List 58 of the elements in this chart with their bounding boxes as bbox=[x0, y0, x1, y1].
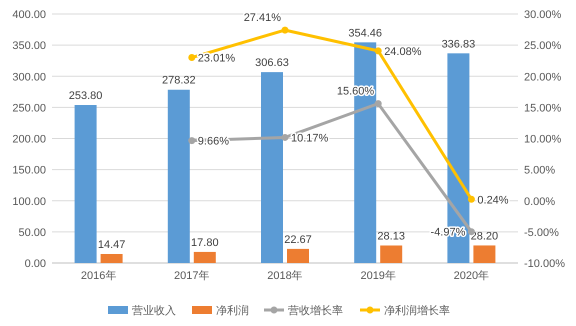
y2-tick-label: -5.00% bbox=[524, 226, 560, 239]
legend-label: 净利润 bbox=[216, 304, 249, 317]
legend-label: 净利润增长率 bbox=[384, 304, 450, 317]
y2-tick-label: 25.00% bbox=[524, 40, 562, 52]
point bbox=[468, 196, 475, 203]
y2-tick-label: 30.00% bbox=[524, 9, 562, 21]
data-label: 10.17% bbox=[291, 132, 329, 144]
y2-tick-label: 10.00% bbox=[524, 134, 562, 146]
point bbox=[188, 137, 196, 144]
bar bbox=[473, 245, 496, 263]
point bbox=[374, 47, 382, 54]
y-tick-label: 150.00 bbox=[12, 164, 46, 177]
bar bbox=[194, 252, 216, 263]
bar bbox=[261, 72, 283, 263]
y2-tick-label: -10.00% bbox=[524, 258, 566, 270]
data-label: 14.47 bbox=[98, 238, 126, 251]
data-label: 27.41% bbox=[244, 12, 282, 24]
point bbox=[374, 100, 382, 108]
y-tick-label: 250.00 bbox=[12, 102, 46, 114]
data-label: 336.83 bbox=[442, 38, 476, 50]
data-label: 23.01% bbox=[198, 52, 236, 65]
data-label: 253.80 bbox=[68, 90, 102, 102]
bar bbox=[74, 105, 97, 263]
bar bbox=[380, 245, 402, 263]
legend-label: 营收增长率 bbox=[288, 304, 343, 317]
x-tick-label: 2020年 bbox=[454, 270, 490, 282]
point bbox=[188, 54, 196, 62]
y2-tick-label: 0.00% bbox=[524, 196, 556, 208]
y-tick-label: 100.00 bbox=[12, 196, 46, 208]
x-tick-label: 2018年 bbox=[267, 270, 303, 282]
legend-label: 营业收入 bbox=[132, 304, 176, 317]
data-label: 28.13 bbox=[377, 230, 405, 242]
x-tick-label: 2016年 bbox=[80, 270, 116, 282]
data-label: 28.20 bbox=[470, 230, 498, 242]
y2-tick-label: 5.00% bbox=[524, 164, 556, 177]
data-label: 24.08% bbox=[384, 46, 422, 58]
data-label: 354.46 bbox=[348, 27, 382, 40]
point bbox=[282, 134, 288, 141]
data-label: 22.67 bbox=[284, 234, 312, 246]
y2-tick-label: 15.00% bbox=[524, 102, 562, 114]
y-tick-label: 300.00 bbox=[12, 71, 46, 84]
x-tick-label: 2017年 bbox=[174, 270, 210, 282]
y-tick-label: 350.00 bbox=[12, 40, 46, 52]
y-tick-label: 0.00 bbox=[24, 258, 46, 270]
y-tick-label: 50.00 bbox=[18, 226, 46, 239]
data-label: 17.80 bbox=[191, 236, 219, 249]
data-label: 278.32 bbox=[162, 74, 196, 87]
bar bbox=[287, 248, 309, 263]
data-label: 9.66% bbox=[198, 136, 230, 148]
y-tick-label: 200.00 bbox=[12, 134, 46, 146]
y2-tick-label: 20.00% bbox=[524, 71, 562, 84]
data-label: 306.63 bbox=[255, 57, 289, 70]
point bbox=[282, 26, 288, 34]
y-tick-label: 400.00 bbox=[12, 9, 46, 21]
bar bbox=[168, 90, 190, 263]
bar bbox=[100, 254, 123, 263]
data-label: 0.24% bbox=[477, 194, 509, 206]
x-tick-label: 2019年 bbox=[360, 270, 396, 282]
